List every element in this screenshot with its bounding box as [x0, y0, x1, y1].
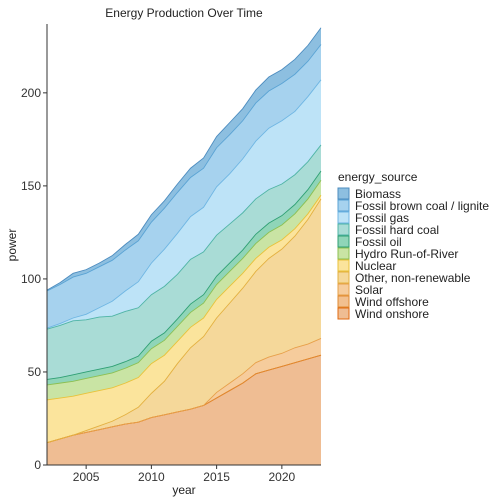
legend-swatch-fossil-gas — [338, 212, 349, 223]
legend-swatch-wind-onshore — [338, 308, 349, 319]
legend-swatch-fossil-hard-coal — [338, 224, 349, 235]
legend-title: energy_source — [338, 170, 418, 184]
y-tick-label: 50 — [28, 365, 42, 379]
legend-label-wind-onshore: Wind onshore — [355, 307, 429, 321]
y-tick-label: 150 — [21, 179, 41, 193]
x-tick-label: 2020 — [269, 470, 296, 484]
legend-swatch-fossil-oil — [338, 236, 349, 247]
legend-swatch-other-non-renewable — [338, 272, 349, 283]
y-tick-label: 200 — [21, 86, 41, 100]
y-axis-label: power — [5, 229, 19, 262]
x-tick-label: 2010 — [138, 470, 165, 484]
legend-swatch-nuclear — [338, 260, 349, 271]
x-axis-label: year — [172, 483, 195, 497]
area-layers — [47, 28, 321, 465]
chart-title: Energy Production Over Time — [105, 6, 263, 20]
legend-swatch-hydro-run-of-river — [338, 248, 349, 259]
legend-swatch-biomass — [338, 188, 349, 199]
legend-swatch-solar — [338, 284, 349, 295]
x-tick-label: 2015 — [203, 470, 230, 484]
y-tick-label: 0 — [34, 458, 41, 472]
x-tick-label: 2005 — [73, 470, 100, 484]
legend-swatch-fossil-brown-coal-lignite — [338, 200, 349, 211]
legend-swatch-wind-offshore — [338, 296, 349, 307]
y-tick-label: 100 — [21, 272, 41, 286]
